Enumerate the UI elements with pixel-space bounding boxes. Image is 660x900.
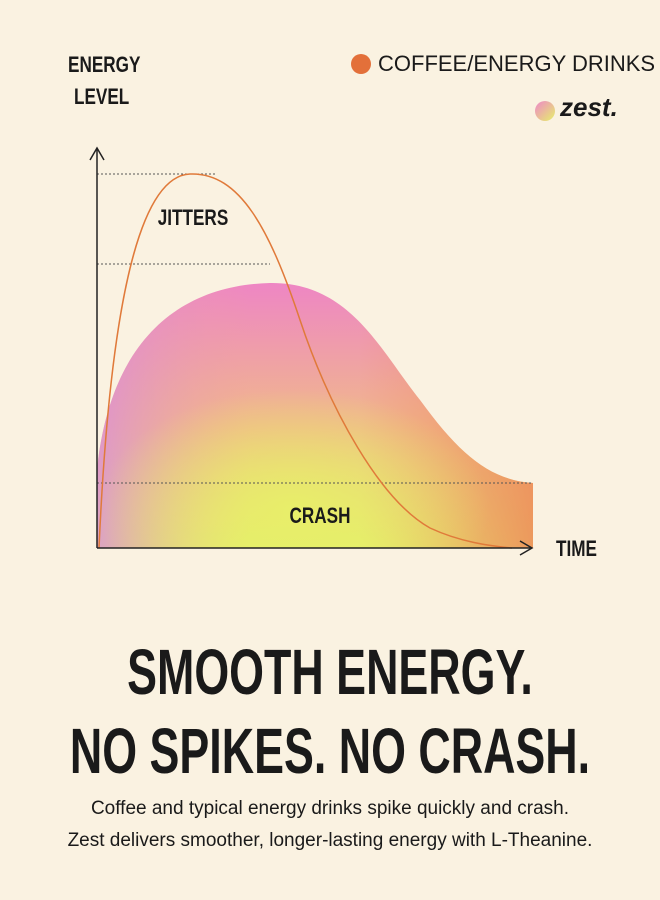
zest-curve (97, 282, 533, 548)
body-text: Zest delivers smoother, longer-lasting e… (68, 830, 593, 851)
y-axis-label: ENERGY (68, 53, 140, 78)
x-axis-label: TIME (556, 537, 597, 562)
headline: SMOOTH ENERGY. (127, 636, 533, 708)
brand-name: zest. (559, 92, 618, 122)
coffee-curve (98, 173, 513, 549)
headline: NO SPIKES. NO CRASH. (70, 715, 590, 787)
reference-lines (97, 173, 533, 484)
body-text: Coffee and typical energy drinks spike q… (91, 798, 569, 819)
y-axis-label: LEVEL (74, 85, 129, 110)
brand-logo (535, 101, 555, 121)
region-label: JITTERS (158, 206, 229, 231)
axes (89, 146, 534, 556)
legend-label: COFFEE/ENERGY DRINKS (378, 51, 655, 76)
region-label: CRASH (290, 504, 351, 529)
legend-swatch (351, 54, 371, 74)
